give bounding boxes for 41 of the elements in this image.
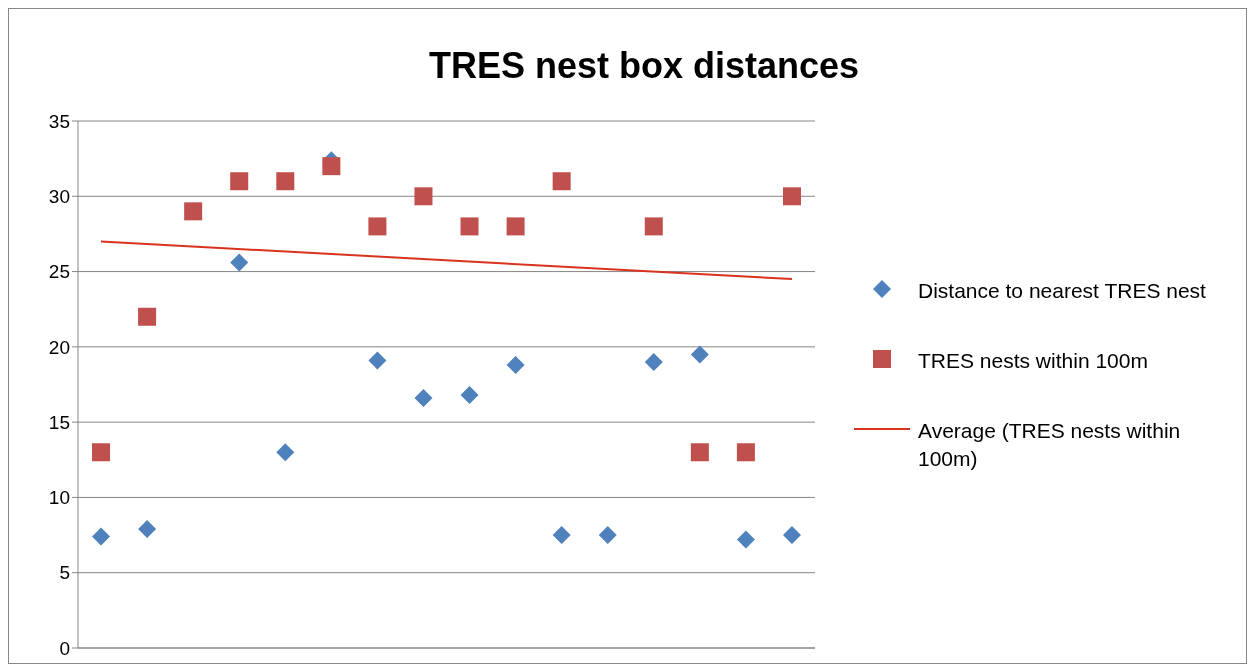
- y-tick-label: 20: [48, 336, 70, 358]
- y-tick-label: 0: [59, 637, 70, 659]
- point: [230, 253, 249, 272]
- point: [506, 217, 525, 236]
- point: [782, 187, 801, 206]
- y-tick-label: 30: [48, 186, 70, 208]
- y-tick-label: 15: [48, 411, 70, 433]
- y-tick-label: 5: [59, 562, 70, 584]
- point: [414, 187, 433, 206]
- point: [460, 386, 479, 405]
- point: [368, 217, 387, 236]
- point: [276, 172, 295, 191]
- point: [736, 530, 755, 549]
- point: [138, 307, 157, 326]
- point: [690, 345, 709, 364]
- point: [92, 443, 111, 462]
- point: [184, 202, 203, 221]
- point: [598, 526, 617, 545]
- point: [138, 520, 157, 539]
- point: [506, 355, 525, 374]
- point: [782, 526, 801, 545]
- point: [644, 352, 663, 371]
- point: [92, 527, 111, 546]
- point: [368, 351, 387, 370]
- point: [230, 172, 249, 191]
- point: [552, 526, 571, 545]
- y-tick-label: 10: [48, 487, 70, 509]
- point: [552, 172, 571, 191]
- y-tick-label: 35: [48, 110, 70, 132]
- legend-label: Distance to nearest TRES nest: [918, 278, 1207, 304]
- point: [690, 443, 709, 462]
- point: [644, 217, 663, 236]
- point: [460, 217, 479, 236]
- point: [322, 157, 341, 176]
- point: [736, 443, 755, 462]
- y-tick-label: 25: [48, 261, 70, 283]
- chart-title: TRES nest box distances: [427, 45, 861, 87]
- legend-label: Average (TRES nests within 100m): [918, 418, 1182, 472]
- legend-label: TRES nests within 100m: [918, 348, 1149, 374]
- point: [276, 443, 295, 462]
- point: [414, 389, 433, 408]
